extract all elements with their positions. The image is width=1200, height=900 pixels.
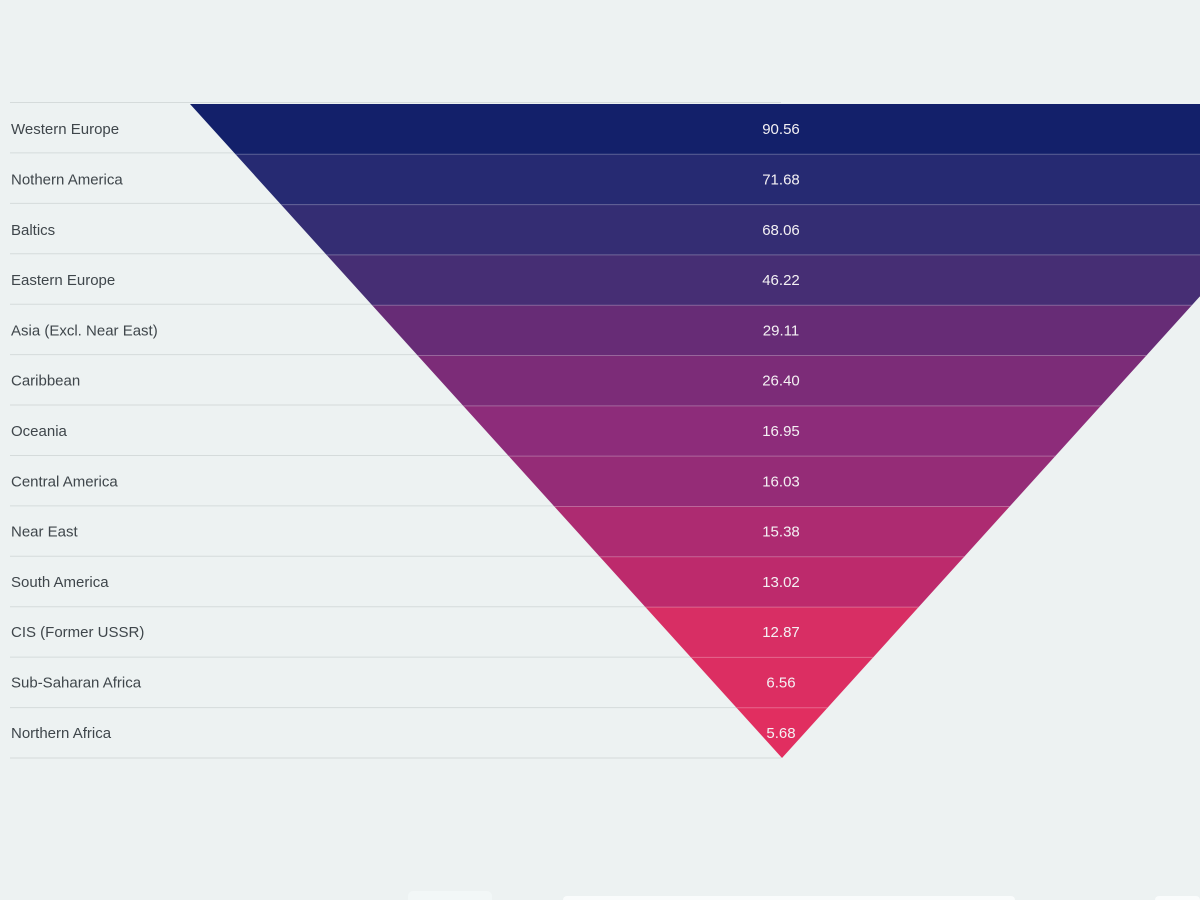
value-label: 5.68: [766, 725, 795, 742]
funnel-band[interactable]: [0, 607, 1200, 658]
value-label: 68.06: [762, 222, 800, 239]
category-label: CIS (Former USSR): [11, 624, 144, 641]
funnel-band[interactable]: [0, 556, 1200, 608]
category-label: Caribbean: [11, 373, 80, 390]
value-label: 90.56: [762, 121, 800, 138]
value-label: 15.38: [762, 524, 800, 541]
category-label: Sub-Saharan Africa: [11, 675, 142, 692]
value-label: 46.22: [762, 272, 800, 289]
category-label: Central America: [11, 473, 118, 490]
funnel-band[interactable]: [0, 506, 1200, 558]
category-label: Nothern America: [11, 171, 123, 188]
value-label: 29.11: [763, 322, 799, 339]
category-label: Baltics: [11, 222, 55, 239]
category-label: Oceania: [11, 423, 68, 440]
category-label: Western Europe: [11, 121, 119, 138]
category-label: South America: [11, 574, 109, 591]
value-label: 71.68: [762, 171, 800, 188]
funnel-band[interactable]: [0, 707, 1200, 759]
category-label: Northern Africa: [11, 725, 112, 742]
funnel-band[interactable]: [0, 204, 1200, 256]
funnel-band[interactable]: [0, 104, 1200, 155]
funnel-band[interactable]: [0, 305, 1200, 357]
category-label: Near East: [11, 524, 79, 541]
below-fold-peek-left: [408, 891, 492, 900]
funnel-band[interactable]: [0, 456, 1200, 507]
funnel-bands: [0, 104, 1200, 759]
category-label: Eastern Europe: [11, 272, 115, 289]
value-label: 6.56: [766, 675, 795, 692]
below-fold-peek-center: [563, 896, 1015, 900]
funnel-band[interactable]: [0, 405, 1200, 457]
value-label: 16.03: [762, 473, 800, 490]
value-label: 13.02: [762, 574, 800, 591]
funnel-band[interactable]: [0, 154, 1200, 206]
value-label: 26.40: [762, 373, 800, 390]
value-label: 12.87: [762, 624, 800, 641]
funnel-band[interactable]: [0, 657, 1200, 709]
category-label: Asia (Excl. Near East): [11, 322, 158, 339]
funnel-band[interactable]: [0, 254, 1200, 306]
value-label: 16.95: [762, 423, 800, 440]
funnel-band[interactable]: [0, 355, 1200, 407]
below-fold-peek-right: [1155, 896, 1200, 900]
